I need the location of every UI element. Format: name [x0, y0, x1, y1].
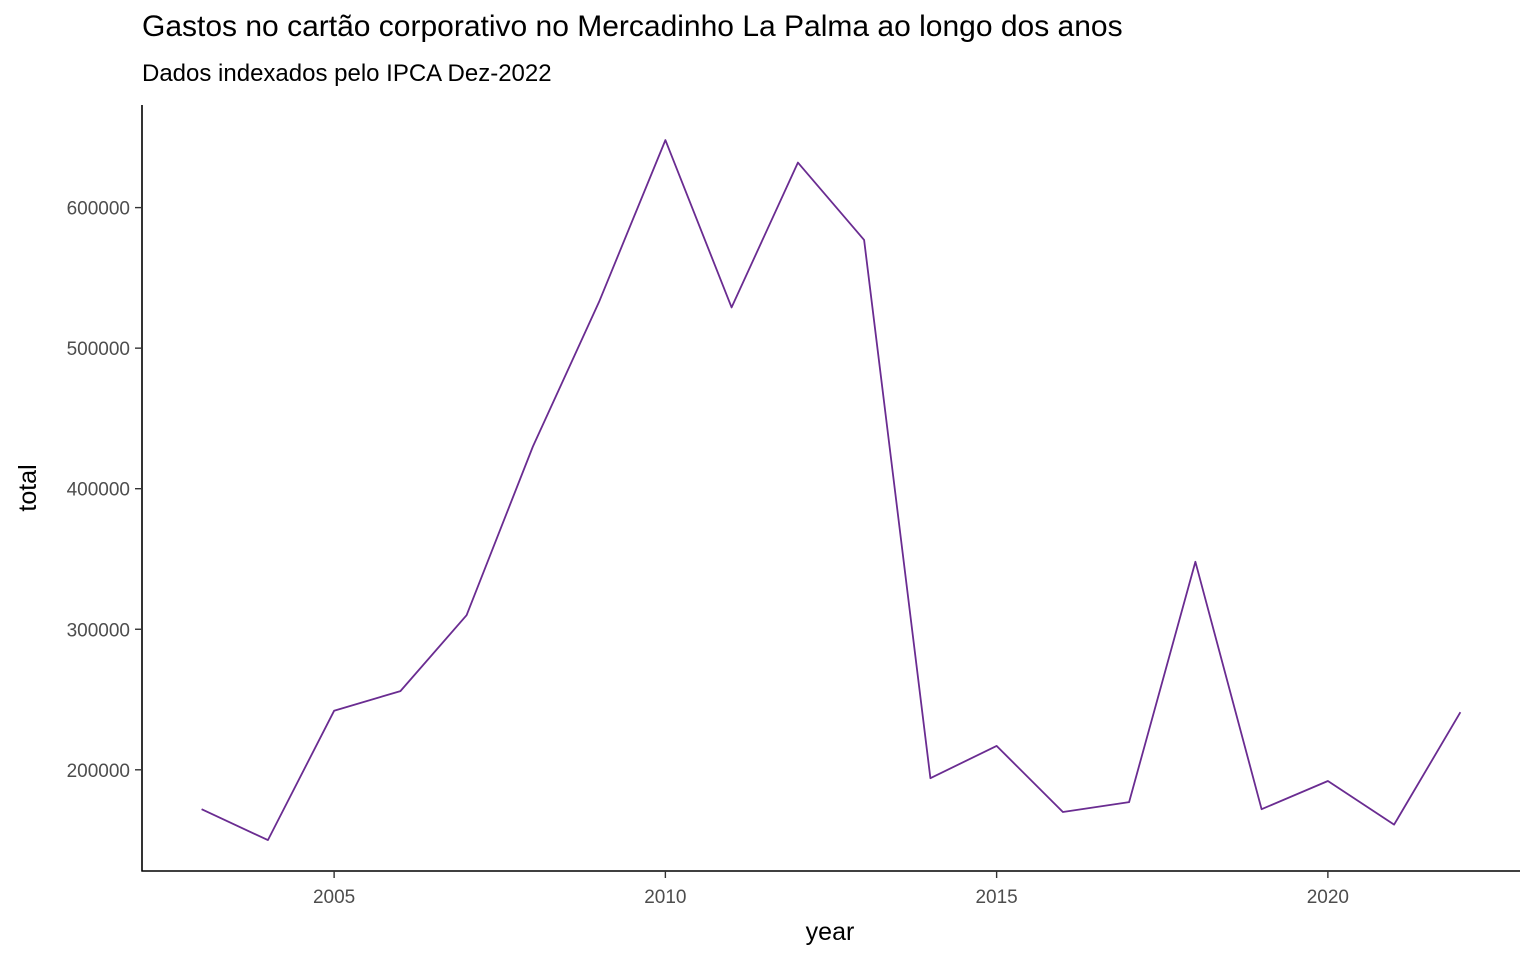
series-line	[201, 139, 1462, 841]
ticks: 2005 2010 2015 2020 200000 300000 400000 500000…	[67, 199, 1349, 908]
series	[201, 139, 1462, 841]
axes	[141, 105, 1520, 872]
y-tick-label: 500000	[67, 339, 130, 360]
x-tick-label: 2015	[975, 887, 1017, 908]
y-tick-label: 300000	[67, 620, 130, 641]
x-tick-label: 2010	[644, 887, 686, 908]
y-axis-title: total	[14, 464, 42, 511]
chart-title: Gastos no cartão corporativo no Mercadin…	[142, 10, 1123, 43]
y-tick-label: 400000	[67, 480, 130, 501]
x-axis-title: year	[806, 918, 855, 946]
y-tick-label: 600000	[67, 199, 130, 220]
x-tick-label: 2005	[313, 887, 355, 908]
chart-subtitle: Dados indexados pelo IPCA Dez-2022	[142, 60, 552, 87]
x-tick-label: 2020	[1307, 887, 1349, 908]
y-tick-label: 200000	[67, 761, 130, 782]
